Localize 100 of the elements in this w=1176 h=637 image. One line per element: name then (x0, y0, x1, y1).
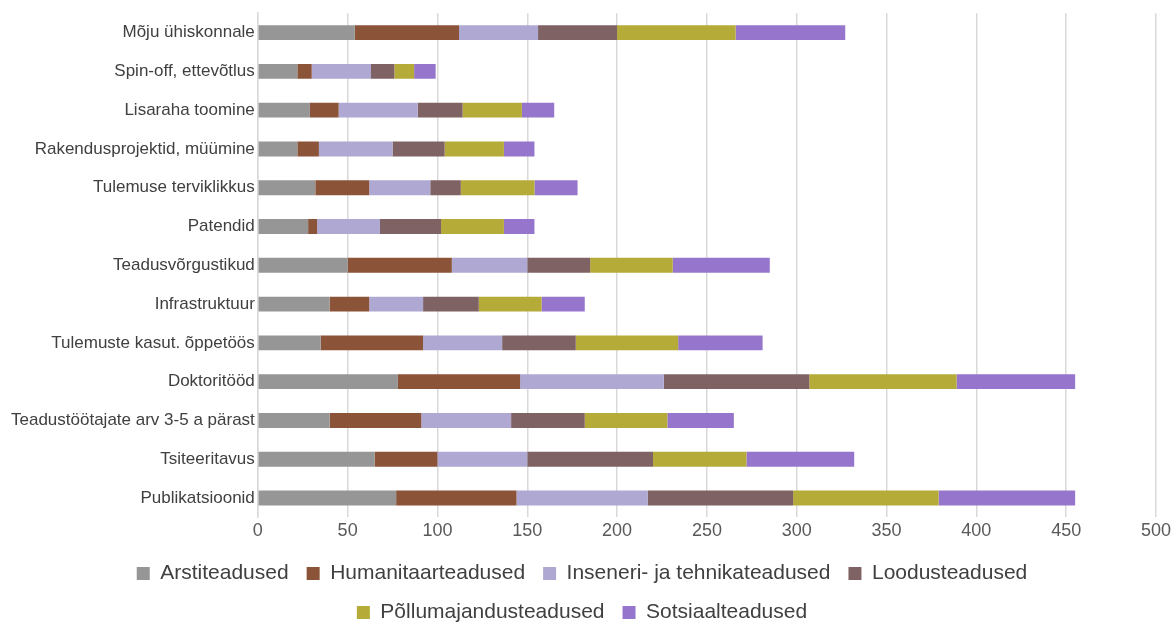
bar (462, 102, 522, 118)
bar (258, 335, 321, 351)
y-tick-label: Spin-off, ettevõtlus (114, 61, 255, 81)
x-tick-label: 400 (961, 520, 992, 541)
bar (735, 25, 846, 41)
bar (317, 219, 380, 234)
bar (329, 412, 422, 428)
legend-label: Arstiteadused (160, 560, 289, 584)
legend-label: Inseneri- ja tehnikateadused (566, 560, 831, 584)
y-tick-label: Tulemuste kasut. õppetöös (51, 332, 255, 352)
bar (258, 25, 355, 41)
bar (647, 490, 794, 506)
bar (451, 257, 528, 273)
bar (478, 296, 542, 312)
bar (527, 451, 654, 467)
bar (258, 141, 298, 157)
y-tick-label: Tulemuse terviklikkus (92, 177, 255, 197)
bar (527, 257, 591, 273)
bar (672, 257, 770, 273)
bar (437, 451, 528, 467)
bar (516, 490, 648, 506)
bar (308, 219, 318, 234)
bar (520, 374, 664, 390)
bar (617, 25, 736, 41)
y-tick-label: Patendid (187, 216, 255, 236)
y-tick-label: Teadusvõrgustikud (113, 254, 255, 274)
bar (311, 63, 371, 79)
bar (575, 335, 679, 351)
bar (258, 296, 330, 312)
bar (258, 180, 316, 196)
bar (414, 63, 436, 79)
bar (379, 219, 442, 234)
bar (746, 451, 855, 467)
bar (809, 374, 957, 390)
bar (511, 412, 585, 428)
bar (258, 102, 310, 118)
bar (258, 219, 309, 234)
x-tick-label: 200 (602, 520, 633, 541)
bar (258, 257, 348, 273)
bar (534, 180, 578, 196)
bar (521, 102, 555, 118)
bar (503, 141, 535, 157)
bar (315, 180, 370, 196)
bar (369, 180, 431, 196)
bar (459, 25, 539, 41)
x-tick-label: 450 (1051, 520, 1082, 541)
x-tick-label: 150 (512, 520, 543, 541)
bar (541, 296, 585, 312)
bar (423, 335, 503, 351)
bar (318, 141, 393, 157)
bar (667, 412, 734, 428)
bar (297, 141, 319, 157)
legend-label: Loodusteadused (871, 560, 1028, 584)
x-tick-label: 300 (781, 520, 812, 541)
bar (678, 335, 763, 351)
bar (444, 141, 504, 157)
bar (938, 490, 1076, 506)
bar (258, 412, 330, 428)
x-tick-label: 350 (871, 520, 902, 541)
bar (590, 257, 673, 273)
bar (653, 451, 747, 467)
x-tick-label: 500 (1140, 520, 1172, 541)
bar (258, 63, 298, 79)
x-tick-label: 50 (337, 520, 358, 541)
bar (258, 490, 397, 506)
bar (369, 296, 424, 312)
legend-label: Sotsiaalteadused (646, 599, 808, 623)
y-tick-label: Mõju ühiskonnale (122, 22, 255, 42)
bar (338, 102, 418, 118)
bar (584, 412, 668, 428)
y-tick-label: Tsiteeritavus (160, 448, 255, 468)
bar (258, 374, 398, 390)
bar (956, 374, 1076, 390)
bar (663, 374, 810, 390)
bar (441, 219, 504, 234)
y-tick-label: Doktoritööd (167, 371, 255, 391)
bar (538, 25, 618, 41)
y-tick-label: Infrastruktuur (154, 293, 256, 313)
bar (793, 490, 939, 506)
bar (503, 219, 535, 234)
bar (423, 296, 479, 312)
bar (430, 180, 461, 196)
bar (374, 451, 438, 467)
bar (320, 335, 424, 351)
bar (394, 63, 415, 79)
bar (396, 490, 517, 506)
bar (421, 412, 512, 428)
bar (347, 257, 452, 273)
bar (329, 296, 370, 312)
bar (309, 102, 339, 118)
bar (354, 25, 460, 41)
bar (397, 374, 521, 390)
bar (258, 451, 375, 467)
bar (392, 141, 445, 157)
y-tick-label: Teadustöötajate arv 3-5 a pärast (10, 410, 256, 430)
legend-label: Humanitaarteadused (330, 560, 526, 584)
bar (370, 63, 395, 79)
bar (417, 102, 463, 118)
y-tick-label: Rakendusprojektid, müümine (34, 138, 255, 158)
y-tick-label: Publikatsioonid (140, 487, 255, 507)
